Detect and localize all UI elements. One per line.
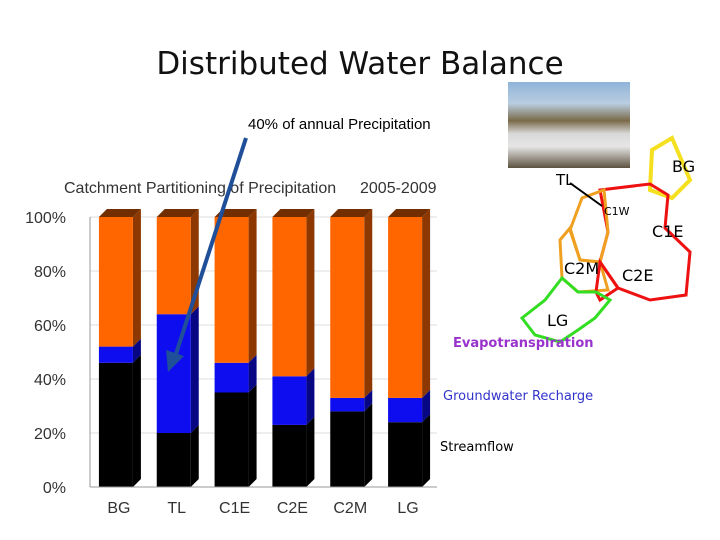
bar-side-bg-streamflow — [132, 354, 141, 487]
bar-side-lg-streamflow — [422, 414, 431, 487]
bar-tl-streamflow — [156, 433, 191, 487]
x-axis-ticks: BG TL C1E C2E C2M LG — [107, 500, 418, 517]
tl-pointer — [569, 182, 603, 207]
bar-side-c2m-streamflow — [364, 403, 373, 487]
bar-top-bg — [98, 209, 141, 217]
bar-c1e-streamflow — [214, 392, 249, 487]
bar-side-lg-evapotranspiration — [422, 209, 431, 398]
bar-side-bg-groundwater-recharge — [132, 338, 141, 363]
bar-c2m-groundwater-recharge — [330, 397, 365, 412]
bar-c1e-evapotranspiration — [214, 217, 249, 363]
bar-side-c1e-streamflow — [248, 384, 257, 487]
bar-c2e-evapotranspiration — [272, 217, 307, 377]
legend-evapotranspiration: Evapotranspiration — [453, 336, 594, 351]
x-tick-label: C1E — [219, 500, 250, 517]
x-tick-label: C2M — [333, 500, 367, 517]
bar-side-c2e-streamflow — [306, 416, 315, 487]
bar-top-c1e — [214, 209, 257, 217]
precipitation-annotation: 40% of annual Precipitation — [248, 116, 431, 133]
x-tick-label: TL — [167, 500, 186, 517]
bar-top-tl — [156, 209, 199, 217]
bar-c2e-groundwater-recharge — [272, 376, 307, 425]
bar-bg-groundwater-recharge — [98, 346, 133, 363]
bar-side-lg-groundwater-recharge — [422, 389, 431, 423]
map-boundary-lg — [519, 275, 613, 344]
bar-side-tl-streamflow — [190, 425, 199, 487]
legend-streamflow: Streamflow — [440, 440, 514, 455]
bar-side-c2e-groundwater-recharge — [306, 368, 315, 425]
bar-side-c2m-groundwater-recharge — [364, 389, 373, 412]
bar-lg-streamflow — [388, 422, 423, 487]
precipitation-arrow — [172, 137, 248, 361]
y-tick-label: 80% — [34, 264, 66, 281]
slide-title: Distributed Water Balance — [156, 46, 564, 82]
bar-c1e-groundwater-recharge — [214, 362, 249, 393]
chart-title: Catchment Partitioning of Precipitation — [64, 180, 336, 197]
bar-side-c2e-evapotranspiration — [306, 209, 315, 377]
bar-bg-evapotranspiration — [98, 217, 133, 347]
bar-c2m-evapotranspiration — [330, 217, 365, 398]
bar-side-tl-groundwater-recharge — [190, 306, 199, 433]
bar-side-c1e-groundwater-recharge — [248, 354, 257, 393]
map-label-c1w: C1W — [604, 205, 630, 218]
precipitation-arrowhead — [166, 350, 184, 372]
bar-tl-groundwater-recharge — [156, 314, 191, 433]
bars-group — [98, 209, 431, 487]
y-tick-label: 0% — [43, 480, 66, 497]
bar-side-c2m-evapotranspiration — [364, 209, 373, 398]
y-axis-ticks: 0% 20% 40% 60% 80% 100% — [25, 210, 66, 497]
catchment-photo — [508, 82, 630, 168]
y-tick-label: 100% — [25, 210, 66, 227]
map-label-lg: LG — [547, 311, 569, 330]
bar-bg-streamflow — [98, 362, 133, 487]
map-boundary-c2e — [594, 257, 621, 303]
legend-groundwater-recharge: Groundwater Recharge — [443, 389, 594, 404]
map-label-bg: BG — [672, 157, 696, 176]
x-tick-label: BG — [107, 500, 130, 517]
bar-c2m-streamflow — [330, 411, 365, 487]
y-tick-label: 40% — [34, 372, 66, 389]
bar-lg-groundwater-recharge — [388, 397, 423, 423]
map-label-tl: TL — [556, 171, 574, 189]
y-tick-label: 20% — [34, 426, 66, 443]
x-tick-label: LG — [397, 500, 418, 517]
bar-side-bg-evapotranspiration — [132, 209, 141, 347]
y-tick-label: 60% — [34, 318, 66, 335]
bar-top-c2e — [272, 209, 315, 217]
x-tick-label: C2E — [277, 500, 308, 517]
bar-c2e-streamflow — [272, 424, 307, 487]
map-label-c2e: C2E — [622, 266, 654, 285]
map-label-c1e: C1E — [652, 222, 684, 241]
bar-top-lg — [388, 209, 431, 217]
bar-side-c1e-evapotranspiration — [248, 209, 257, 363]
bar-tl-evapotranspiration — [156, 217, 191, 315]
chart-period: 2005-2009 — [360, 180, 437, 197]
map-label-c2m: C2M — [564, 259, 600, 278]
bar-top-c2m — [330, 209, 373, 217]
bar-lg-evapotranspiration — [388, 217, 423, 398]
